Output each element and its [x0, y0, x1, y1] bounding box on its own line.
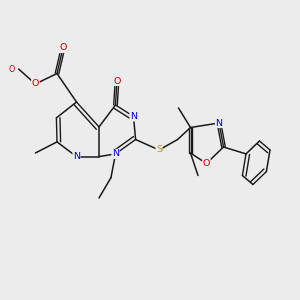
Text: N: N — [215, 118, 223, 127]
Text: O: O — [59, 44, 67, 52]
Text: O: O — [203, 159, 210, 168]
Text: O: O — [9, 64, 15, 74]
Text: N: N — [112, 149, 119, 158]
Text: S: S — [156, 146, 162, 154]
Text: N: N — [73, 152, 80, 161]
Text: N: N — [130, 112, 137, 121]
Text: O: O — [32, 80, 39, 88]
Text: O: O — [113, 76, 121, 85]
